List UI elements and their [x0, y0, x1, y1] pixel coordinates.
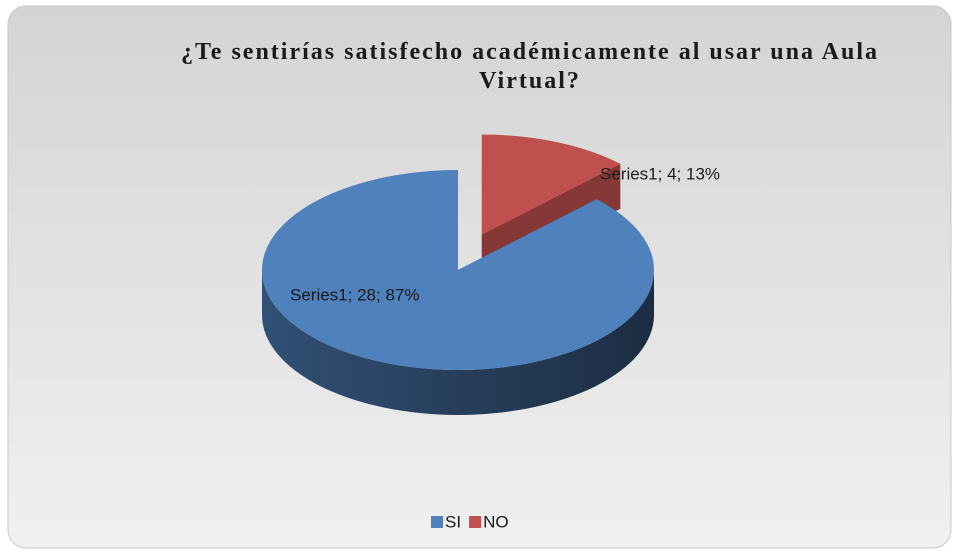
slice-top	[481, 134, 621, 235]
labels: Series1; 28; 87% Series1; 4; 13% SI NO	[290, 164, 720, 531]
data-label: Series1; 4; 13%	[600, 164, 720, 183]
legend-swatch	[431, 516, 443, 528]
slice-top	[262, 170, 654, 370]
slice	[262, 170, 654, 415]
chart-title: ¿Te sentirías satisfecho académicamente …	[181, 39, 879, 94]
data-label: Series1; 28; 87%	[290, 285, 419, 304]
pie	[262, 134, 654, 415]
legend-label: NO	[483, 512, 509, 531]
slice-side	[262, 270, 654, 415]
legend-swatch	[469, 516, 482, 528]
legend-label: SI	[445, 512, 461, 531]
